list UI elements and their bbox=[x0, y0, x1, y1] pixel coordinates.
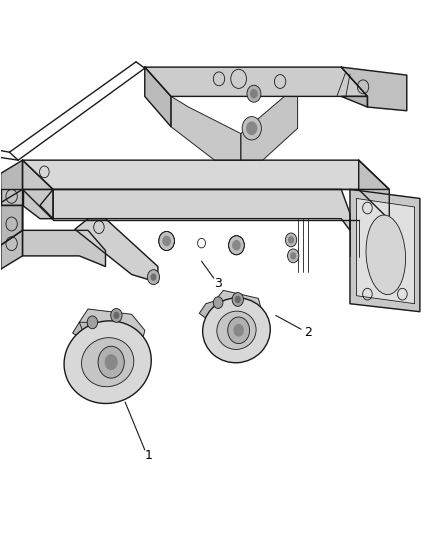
Text: 1: 1 bbox=[145, 449, 153, 462]
Polygon shape bbox=[1, 160, 22, 203]
Circle shape bbox=[111, 309, 122, 322]
Circle shape bbox=[159, 231, 174, 251]
Circle shape bbox=[235, 296, 241, 303]
Circle shape bbox=[87, 316, 98, 329]
Circle shape bbox=[229, 236, 244, 255]
Circle shape bbox=[286, 233, 297, 247]
Polygon shape bbox=[40, 189, 350, 230]
Circle shape bbox=[113, 312, 120, 319]
Circle shape bbox=[105, 354, 118, 370]
Polygon shape bbox=[22, 189, 53, 219]
Polygon shape bbox=[79, 309, 145, 349]
Polygon shape bbox=[73, 322, 88, 344]
Polygon shape bbox=[1, 189, 22, 205]
Polygon shape bbox=[171, 96, 241, 160]
Circle shape bbox=[150, 273, 156, 281]
Circle shape bbox=[232, 240, 241, 251]
Circle shape bbox=[233, 324, 244, 337]
Circle shape bbox=[250, 89, 258, 99]
Ellipse shape bbox=[64, 321, 151, 403]
Text: 2: 2 bbox=[304, 326, 312, 340]
Circle shape bbox=[213, 297, 223, 309]
Polygon shape bbox=[241, 96, 297, 160]
Circle shape bbox=[148, 270, 159, 285]
Polygon shape bbox=[22, 160, 53, 220]
Polygon shape bbox=[341, 96, 367, 107]
Polygon shape bbox=[145, 67, 367, 96]
Polygon shape bbox=[0, 245, 1, 282]
Ellipse shape bbox=[203, 298, 270, 363]
Polygon shape bbox=[341, 67, 407, 111]
Polygon shape bbox=[350, 189, 420, 312]
Ellipse shape bbox=[81, 338, 134, 387]
Circle shape bbox=[290, 252, 296, 260]
Polygon shape bbox=[199, 301, 215, 325]
Polygon shape bbox=[1, 230, 22, 269]
Circle shape bbox=[247, 85, 261, 102]
Circle shape bbox=[242, 117, 261, 140]
Circle shape bbox=[246, 122, 258, 135]
Polygon shape bbox=[215, 290, 263, 333]
Circle shape bbox=[162, 236, 171, 246]
Circle shape bbox=[288, 236, 294, 244]
Text: 3: 3 bbox=[214, 277, 222, 290]
Polygon shape bbox=[359, 160, 389, 220]
Polygon shape bbox=[1, 205, 22, 245]
Polygon shape bbox=[145, 67, 171, 127]
Polygon shape bbox=[357, 198, 415, 304]
Polygon shape bbox=[22, 160, 389, 189]
Ellipse shape bbox=[217, 311, 256, 350]
Circle shape bbox=[98, 346, 124, 378]
Circle shape bbox=[288, 249, 299, 263]
Ellipse shape bbox=[366, 215, 406, 295]
Polygon shape bbox=[75, 219, 158, 282]
Polygon shape bbox=[22, 205, 106, 266]
Circle shape bbox=[232, 293, 244, 306]
Circle shape bbox=[228, 317, 250, 344]
